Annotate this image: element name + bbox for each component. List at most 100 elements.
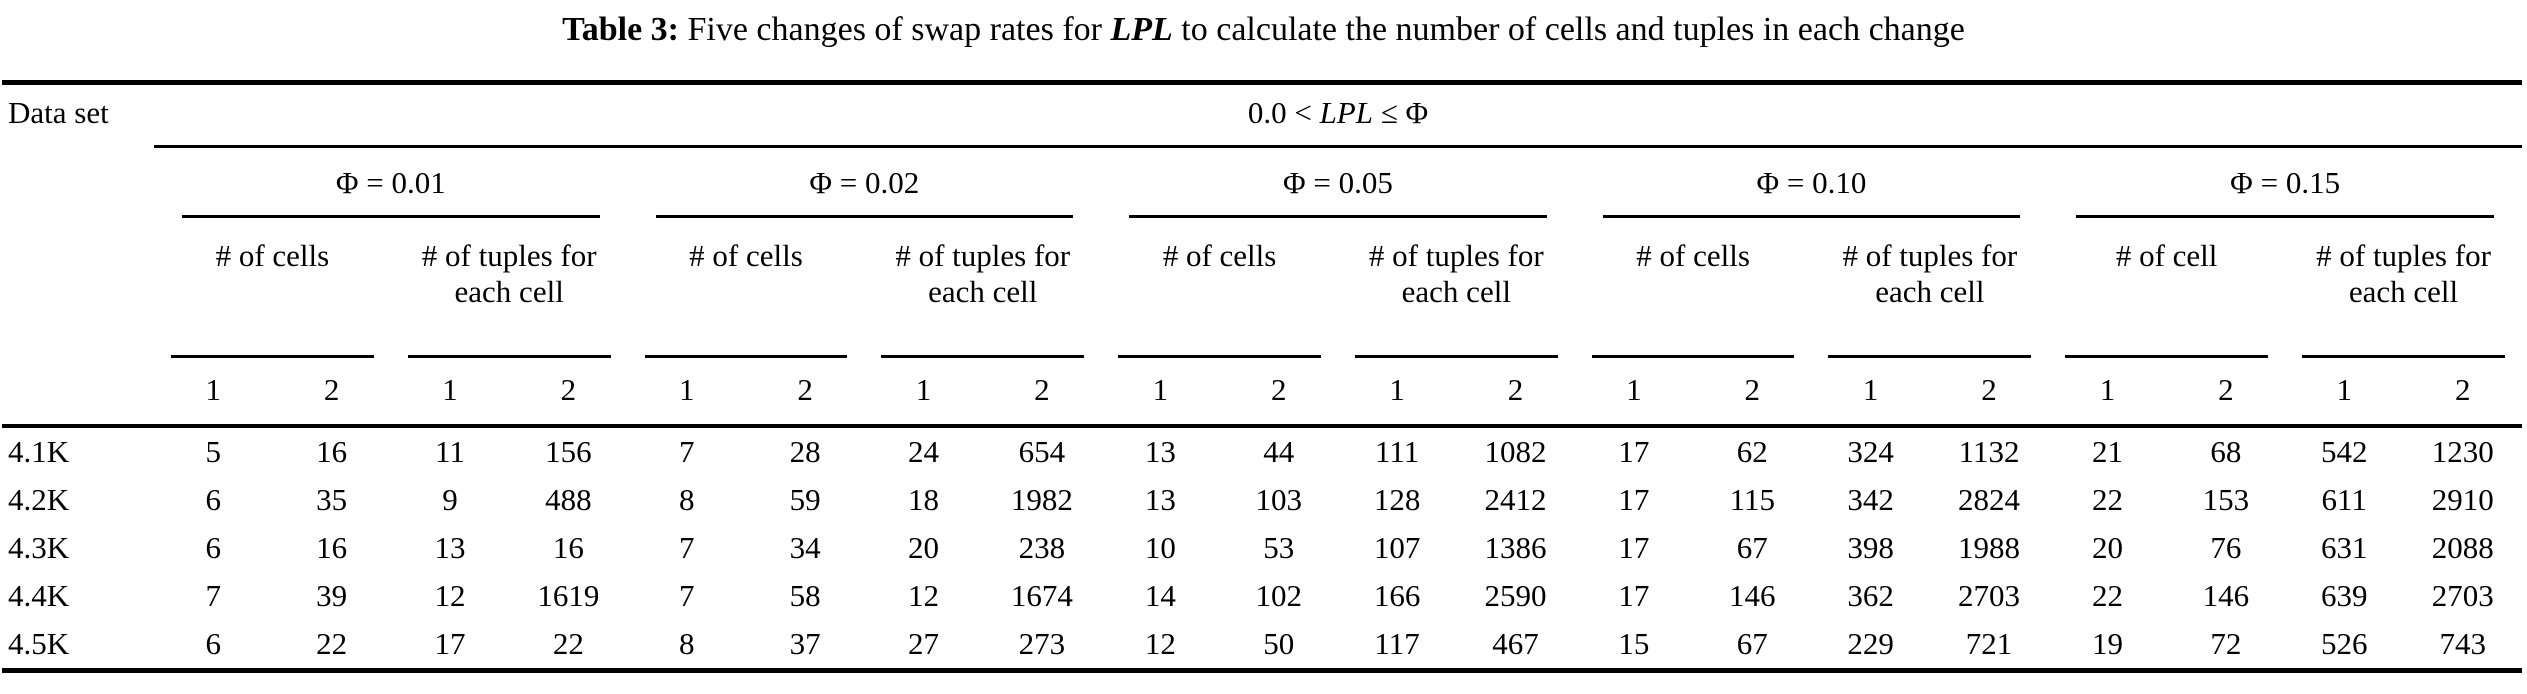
row-label: 4.1K (8, 434, 70, 469)
table-cell: 53 (1263, 530, 1295, 565)
table-cell: 1988 (1958, 530, 2021, 565)
table-cell: 28 (789, 434, 821, 469)
table-cell: 156 (545, 434, 592, 469)
table-cell: 1132 (1958, 434, 2020, 469)
table-cell: 1674 (1010, 578, 1073, 613)
table-cell: 6 (205, 626, 221, 661)
table-cell: 631 (2320, 530, 2368, 565)
table-cell: 59 (789, 482, 821, 517)
header-row-column-numbers: 1 2 1 2 1 2 1 2 1 2 1 2 1 2 1 2 1 2 1 2 (2, 358, 2522, 428)
table-caption-text-after: to calculate the number of cells and tup… (1172, 11, 1965, 48)
phi-group-header: Φ = 0.02 (628, 147, 1102, 218)
table-cell: 1386 (1484, 530, 1547, 565)
column-number-header: 2 (1929, 358, 2049, 428)
table-cell: 542 (2320, 434, 2368, 469)
table-cell: 76 (2210, 530, 2242, 565)
table-cell: 17 (434, 626, 466, 661)
table-cell: 229 (1847, 626, 1894, 661)
lpl-range-header: 0.0 < LPL ≤ Φ (154, 82, 2522, 148)
table-cell: 12 (908, 578, 940, 613)
table-cell: 22 (552, 626, 584, 661)
table-cell: 67 (1736, 530, 1768, 565)
table-cell: 11 (435, 434, 465, 469)
table-cell: 21 (2091, 434, 2123, 469)
dataset-column-header: Data set (8, 95, 109, 130)
table-cell: 19 (2091, 626, 2123, 661)
table-cell: 35 (316, 482, 348, 517)
phi-group-header: Φ = 0.05 (1101, 147, 1575, 218)
table-cell: 39 (316, 578, 348, 613)
table-cell: 639 (2320, 578, 2368, 613)
table-cell: 22 (2091, 578, 2123, 613)
column-number-header: 1 (864, 358, 983, 428)
table-cell: 67 (1736, 626, 1768, 661)
table-cell: 146 (1729, 578, 1776, 613)
table-cell: 103 (1255, 482, 1302, 517)
table-cell: 12 (1144, 626, 1176, 661)
subgroup-header-cells: # of cells (154, 218, 391, 358)
column-number-header: 1 (154, 358, 273, 428)
subgroup-header-tuples: # of tuples for each cell (2285, 218, 2522, 358)
table-cell: 1230 (2431, 434, 2494, 469)
table-caption-lpl: LPL (1110, 11, 1173, 48)
column-number-header: 2 (2166, 358, 2286, 428)
table-cell: 8 (679, 626, 695, 661)
table-cell: 611 (2321, 482, 2367, 517)
table-cell: 20 (908, 530, 940, 565)
table-cell: 16 (316, 434, 348, 469)
table-cell: 6 (205, 482, 221, 517)
table-cell: 58 (789, 578, 821, 613)
header-row-phi: Φ = 0.01 Φ = 0.02 Φ = 0.05 Φ = 0.10 Φ = … (2, 147, 2522, 219)
phi-group-header: Φ = 0.01 (154, 147, 628, 218)
table-cell: 7 (679, 434, 695, 469)
table-cell: 342 (1847, 482, 1894, 517)
phi-group-header: Φ = 0.15 (2048, 147, 2522, 218)
table-cell: 10 (1144, 530, 1176, 565)
table-cell: 467 (1492, 626, 1539, 661)
subgroup-header-tuples: # of tuples for each cell (864, 218, 1101, 358)
column-number-header: 1 (1101, 358, 1220, 428)
table-cell: 2590 (1484, 578, 1547, 613)
subgroup-header-cells: # of cells (1575, 218, 1812, 358)
table-cell: 7 (679, 530, 695, 565)
row-label: 4.2K (8, 482, 70, 517)
subgroup-header-tuples: # of tuples for each cell (1338, 218, 1575, 358)
table-cell: 117 (1374, 626, 1420, 661)
row-label: 4.5K (8, 626, 70, 661)
table-cell: 1082 (1484, 434, 1547, 469)
column-number-header: 2 (272, 358, 391, 428)
table-cell: 20 (2091, 530, 2123, 565)
table-row: 4.3K 6 16 13 16 7 34 20 238 10 53 107 13… (2, 524, 2522, 572)
table-cell: 2824 (1958, 482, 2021, 517)
column-number-header: 1 (1337, 358, 1457, 428)
subgroup-header-tuples: # of tuples for each cell (1811, 218, 2048, 358)
phi-group-header: Φ = 0.10 (1575, 147, 2049, 218)
table-cell: 13 (1144, 482, 1176, 517)
table-cell: 9 (442, 482, 458, 517)
column-number-header: 2 (509, 358, 628, 428)
table-cell: 1982 (1010, 482, 1073, 517)
table-cell: 22 (316, 626, 348, 661)
table-cell: 273 (1018, 626, 1066, 661)
table-cell: 12 (434, 578, 466, 613)
data-table: Data set 0.0 < LPL ≤ Φ Φ = 0.01 Φ = 0.02… (2, 80, 2522, 673)
row-label: 4.3K (8, 530, 70, 565)
table-cell: 743 (2439, 626, 2486, 661)
table-cell: 15 (1618, 626, 1650, 661)
table-caption-text-before: Five changes of swap rates for (678, 11, 1111, 48)
table-cell: 6 (205, 530, 221, 565)
lpl-range-lpl: LPL (1319, 95, 1373, 130)
table-cell: 7 (205, 578, 221, 613)
table-cell: 166 (1373, 578, 1421, 613)
row-label: 4.4K (8, 578, 70, 613)
table-cell: 2910 (2431, 482, 2494, 517)
table-cell: 2703 (2431, 578, 2494, 613)
spacer-cell (2, 147, 154, 219)
subgroup-header-cells: # of cells (1101, 218, 1338, 358)
table-cell: 18 (908, 482, 940, 517)
table-cell: 14 (1144, 578, 1176, 613)
table-cell: 488 (545, 482, 592, 517)
header-row-span: Data set 0.0 < LPL ≤ Φ (2, 82, 2522, 148)
table-row: 4.5K 6 22 17 22 8 37 27 273 12 50 117 46… (2, 620, 2522, 671)
